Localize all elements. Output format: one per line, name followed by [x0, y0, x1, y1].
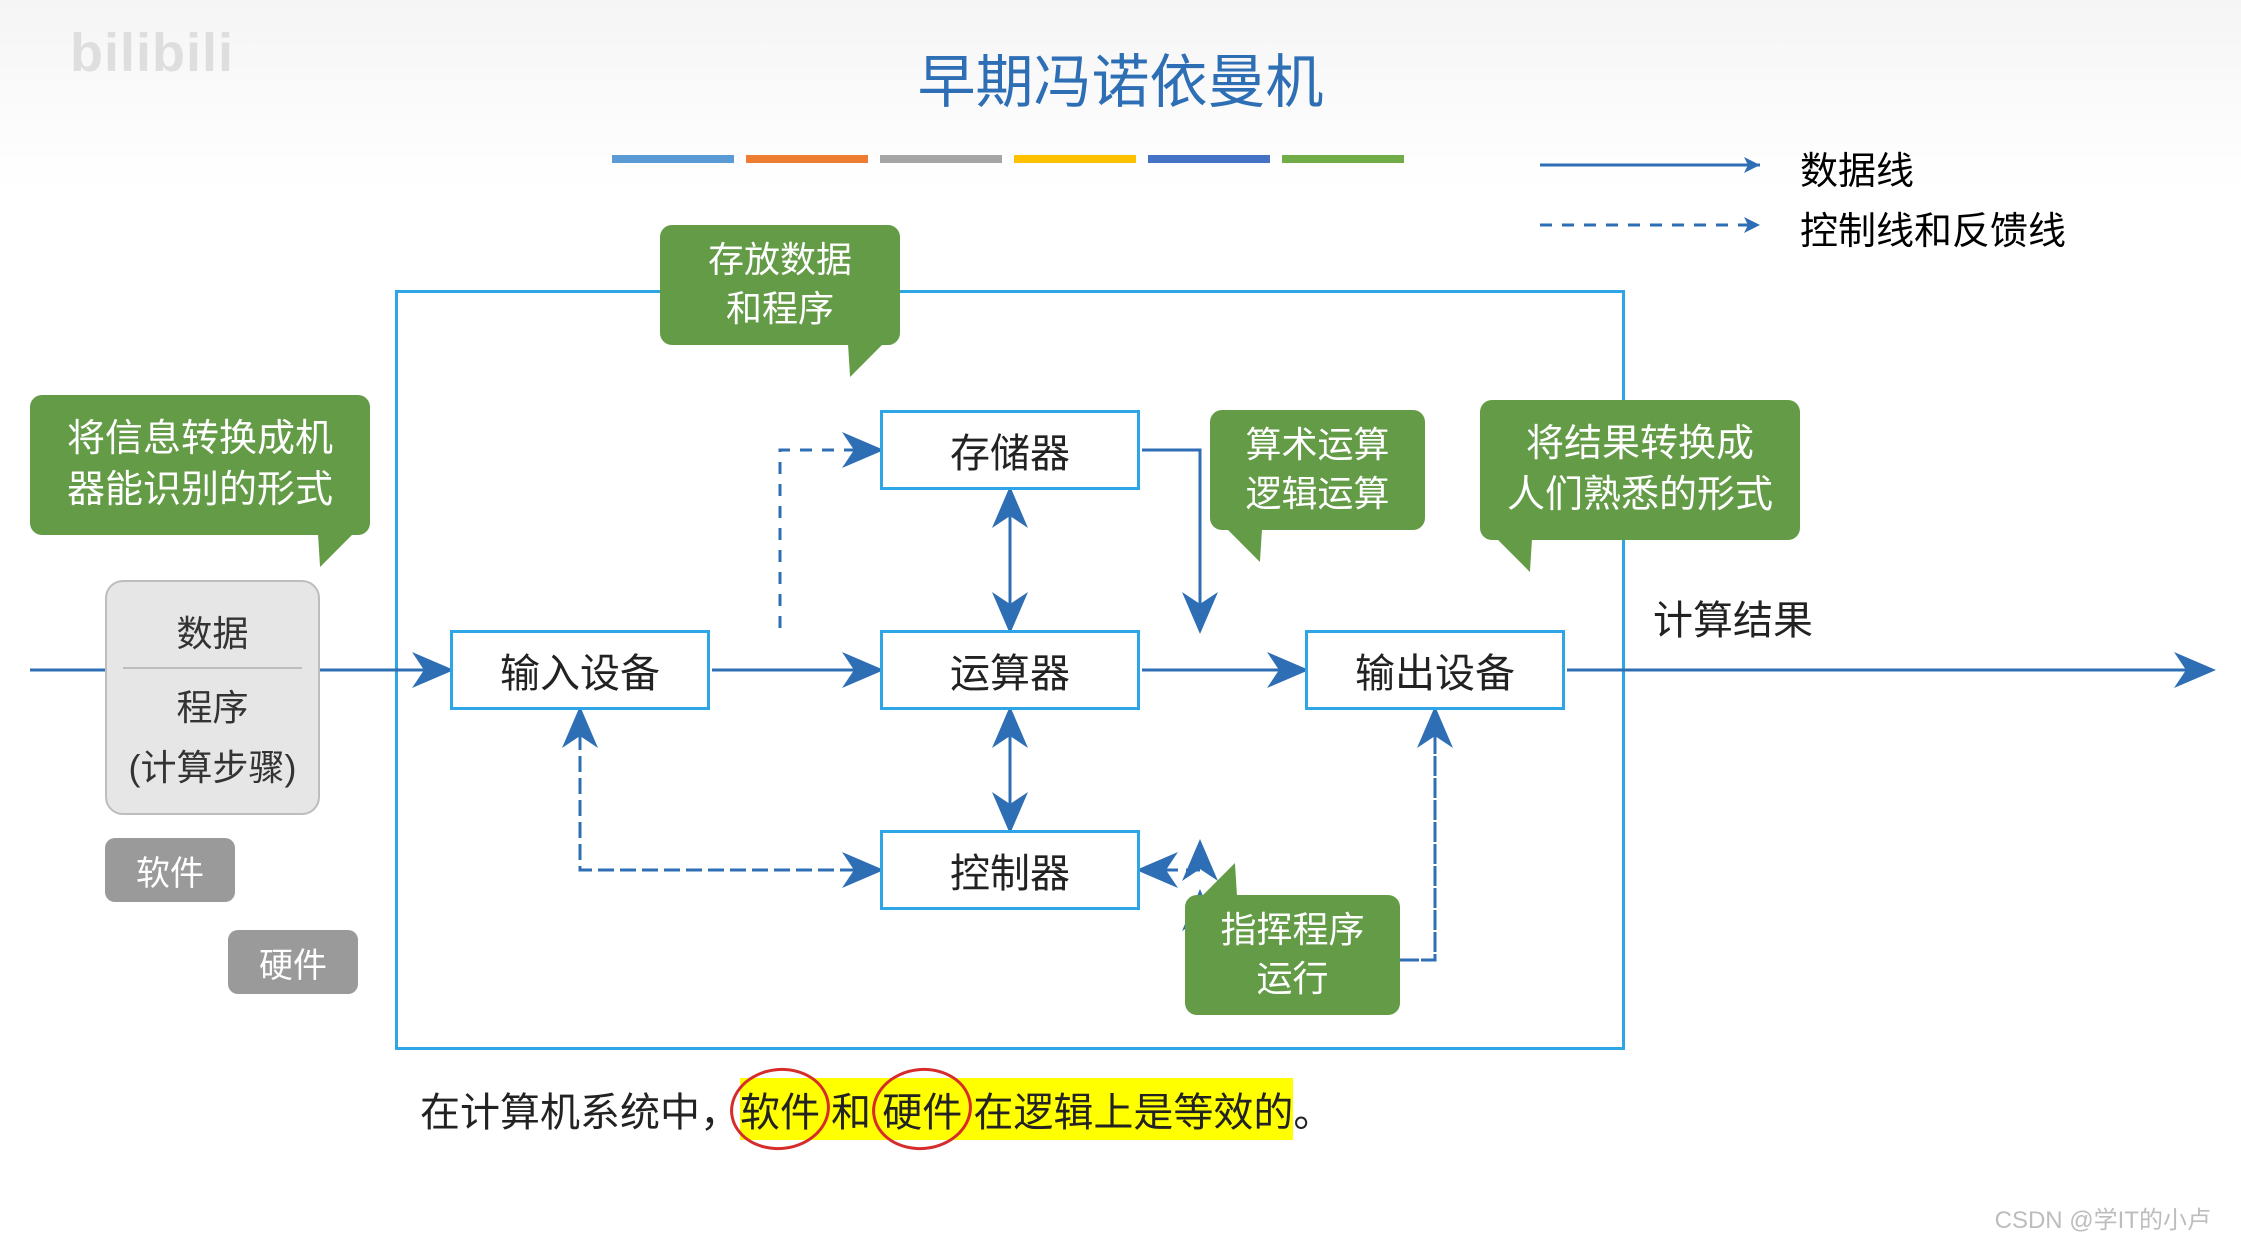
csdn-watermark: CSDN @学IT的小卢	[1995, 1200, 2211, 1235]
legend-solid-label: 数据线	[1800, 140, 1914, 195]
controller-callout-text: 指挥程序运行	[1220, 906, 1364, 1003]
bottom-caption: 在计算机系统中， 软件 和 硬件 在逻辑上是等效的 。	[420, 1078, 1333, 1140]
output-callout: 将结果转换成人们熟悉的形式	[1480, 400, 1800, 540]
input-callout: 将信息转换成机器能识别的形式	[30, 395, 370, 535]
input-block-line1: 数据	[176, 601, 248, 661]
memory-callout-text: 存放数据和程序	[708, 236, 852, 333]
input-callout-text: 将信息转换成机器能识别的形式	[67, 414, 333, 517]
bilibili-watermark: bilibili	[70, 22, 234, 84]
input-device-node: 输入设备	[450, 630, 710, 710]
input-block-line3: (计算步骤)	[129, 735, 297, 795]
input-data-block: 数据 程序 (计算步骤)	[105, 580, 320, 815]
caption-prefix: 在计算机系统中，	[420, 1080, 740, 1138]
caption-hardware-circled: 硬件	[882, 1080, 962, 1138]
caption-mid: 和	[831, 1091, 871, 1135]
legend-dashed-label: 控制线和反馈线	[1800, 200, 2066, 255]
hardware-tag: 硬件	[228, 930, 358, 994]
diagram-title: 早期冯诺依曼机	[917, 35, 1323, 119]
memory-node: 存储器	[880, 410, 1140, 490]
caption-period: 。	[1293, 1080, 1333, 1138]
title-underline-bars	[612, 155, 1404, 163]
controller-node: 控制器	[880, 830, 1140, 910]
memory-callout: 存放数据和程序	[660, 225, 900, 345]
alu-callout: 算术运算逻辑运算	[1210, 410, 1425, 530]
caption-suffix: 在逻辑上是等效的	[973, 1091, 1293, 1135]
software-tag: 软件	[105, 838, 235, 902]
output-callout-text: 将结果转换成人们熟悉的形式	[1507, 419, 1773, 522]
input-block-line2: 程序	[176, 675, 248, 735]
legend-dashed-row: 控制线和反馈线	[1540, 210, 1800, 240]
alu-node: 运算器	[880, 630, 1140, 710]
output-device-node: 输出设备	[1305, 630, 1565, 710]
result-label: 计算结果	[1653, 588, 1813, 646]
controller-callout: 指挥程序运行	[1185, 895, 1400, 1015]
legend-solid-row: 数据线	[1540, 150, 1800, 180]
alu-callout-text: 算术运算逻辑运算	[1245, 421, 1389, 518]
caption-software-circled: 软件	[740, 1080, 820, 1138]
